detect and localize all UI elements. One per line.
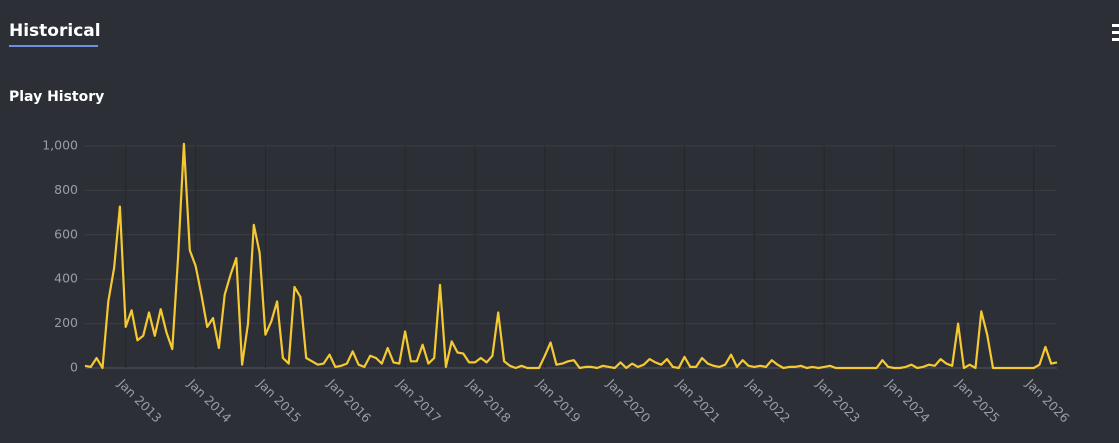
y-tick-label: 600 xyxy=(54,226,78,241)
menu-bar xyxy=(1112,38,1119,41)
menu-icon[interactable] xyxy=(1112,24,1119,41)
y-tick-label: 400 xyxy=(54,271,78,286)
y-tick-label: 1,000 xyxy=(42,138,78,153)
y-tick-label: 800 xyxy=(54,182,78,197)
menu-bar xyxy=(1112,24,1119,27)
tab[interactable]: Historical xyxy=(9,21,101,41)
tab-underline xyxy=(9,45,98,47)
chart-title: Play History xyxy=(9,89,104,105)
menu-bar xyxy=(1112,31,1119,34)
line xyxy=(84,142,1058,370)
y-tick-label: 200 xyxy=(54,315,78,330)
y-tick-label: 0 xyxy=(70,360,78,375)
